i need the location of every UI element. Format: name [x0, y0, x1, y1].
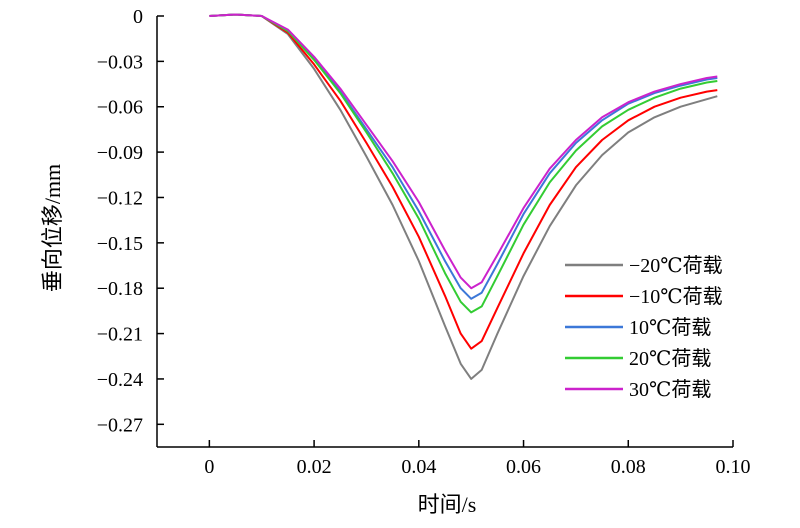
x-tick-label: 0.04	[401, 456, 436, 478]
x-tick-label: 0.10	[716, 456, 751, 478]
series-line	[209, 13, 718, 314]
y-tick-label: −0.24	[97, 369, 143, 391]
x-tick-label: 0.02	[297, 456, 332, 478]
legend-label: 30℃荷载	[629, 378, 711, 401]
y-axis-title: 垂向位移/mm	[40, 164, 65, 292]
legend-label: −20℃荷载	[629, 254, 723, 277]
series-line	[209, 13, 718, 380]
y-tick-label: −0.21	[97, 324, 143, 346]
legend-label: −10℃荷载	[629, 285, 723, 308]
x-tick-label: 0	[204, 456, 214, 478]
y-tick-label: −0.27	[97, 414, 143, 436]
y-tick-label: 0	[133, 6, 143, 28]
series-line	[209, 13, 718, 350]
x-tick-label: 0.08	[611, 456, 646, 478]
x-tick-label: 0.06	[506, 456, 541, 478]
legend: −20℃荷载 −10℃荷载 10℃荷载 20℃荷载 30℃荷载	[565, 254, 723, 401]
legend-label: 10℃荷载	[629, 316, 711, 339]
axes: 0 −0.03 −0.06 −0.09 −0.12 −0.15 −0.18 −0.21 −0.2…	[97, 6, 751, 478]
y-tick-label: −0.03	[97, 51, 143, 73]
legend-label: 20℃荷载	[629, 347, 711, 370]
x-axis-title: 时间/s	[418, 492, 477, 517]
y-tick-label: −0.12	[97, 187, 143, 209]
series-lines	[209, 13, 718, 380]
series-line	[209, 13, 718, 290]
y-tick-label: −0.09	[97, 142, 143, 164]
y-tick-label: −0.15	[97, 233, 143, 255]
y-tick-label: −0.18	[97, 278, 143, 300]
y-tick-label: −0.06	[97, 97, 143, 119]
